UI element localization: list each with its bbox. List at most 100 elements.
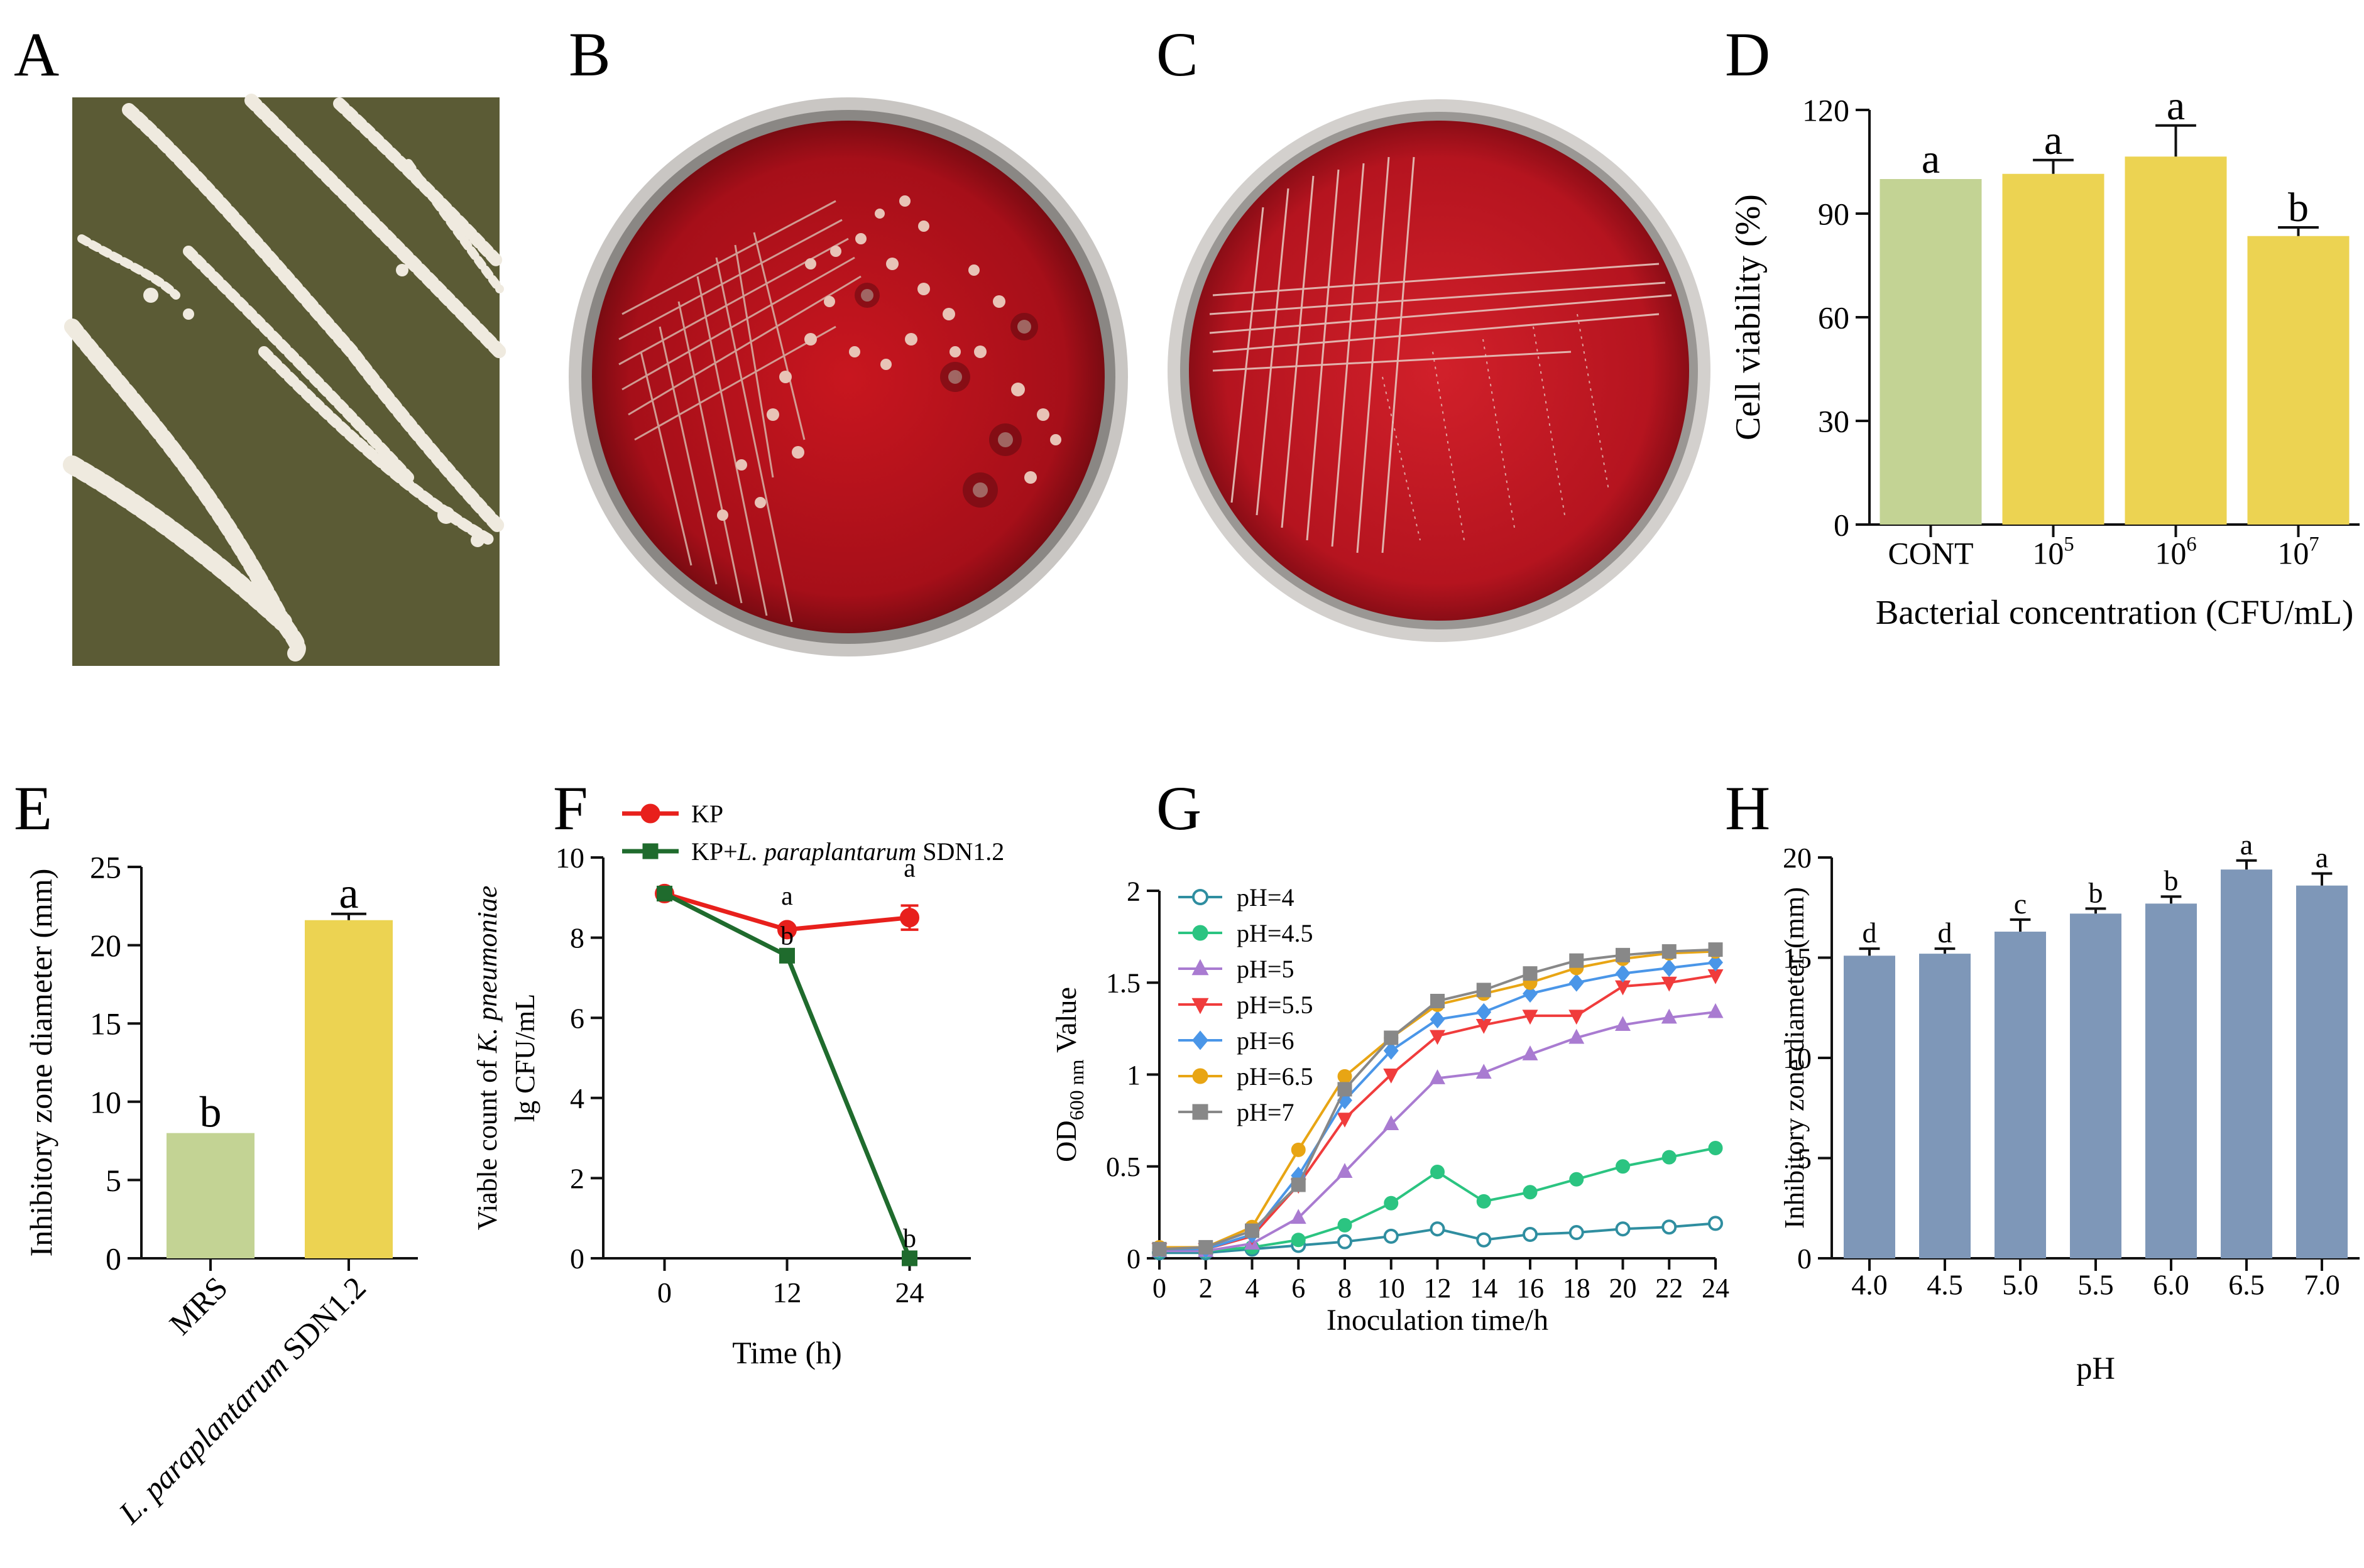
significance-letter: a xyxy=(2316,842,2328,874)
data-point xyxy=(1522,1045,1538,1060)
data-point xyxy=(1384,1030,1399,1045)
x-category-base: 10 xyxy=(2032,536,2064,571)
x-category-base: 10 xyxy=(2277,536,2309,571)
y-tick-label: 10 xyxy=(90,1084,121,1119)
x-tick-label: 24 xyxy=(1702,1273,1729,1304)
y-axis-label-plain: Viable count of xyxy=(472,1053,503,1230)
x-category-label: L. paraplantarum SDN1.2 xyxy=(111,1270,373,1531)
panel-letter-d: D xyxy=(1725,19,1770,89)
y-tick-label: 120 xyxy=(1802,93,1849,128)
data-point xyxy=(1615,1016,1631,1032)
data-point xyxy=(1523,1185,1538,1200)
x-axis-label: Bacterial concentration (CFU/mL) xyxy=(1876,593,2354,631)
data-point xyxy=(1430,1010,1445,1029)
x-tick-label: 14 xyxy=(1470,1273,1497,1304)
significance-letter: a xyxy=(339,869,358,918)
y-tick-label: 1.5 xyxy=(1106,968,1141,999)
data-point xyxy=(1707,1003,1724,1018)
y-tick-label: 15 xyxy=(90,1006,121,1042)
data-point xyxy=(1290,1209,1306,1224)
panel-letter-b: B xyxy=(569,19,611,89)
data-point xyxy=(1476,1232,1492,1248)
x-category-label: 4.5 xyxy=(1927,1269,1963,1301)
data-point xyxy=(1522,1010,1538,1025)
x-category-base: 6.5 xyxy=(2228,1269,2265,1301)
x-category-italic: L. paraplantarum xyxy=(111,1348,295,1531)
y-tick-label: 0.5 xyxy=(1106,1152,1141,1182)
y-tick-label: 0 xyxy=(1127,1243,1141,1274)
bar-3 xyxy=(2070,913,2121,1258)
x-category-exponent: 6 xyxy=(2186,533,2196,556)
y-tick-label: 1 xyxy=(1127,1060,1141,1091)
data-point xyxy=(1430,994,1445,1008)
x-category-plain: SDN1.2 xyxy=(270,1270,372,1372)
legend-marker xyxy=(640,803,660,824)
bar-1 xyxy=(2002,173,2104,525)
data-point xyxy=(1615,964,1631,983)
significance-letter: b xyxy=(903,1224,916,1253)
data-point xyxy=(1616,1159,1630,1174)
x-tick-label: 20 xyxy=(1609,1273,1637,1304)
y-tick-label: 0 xyxy=(1797,1243,1812,1275)
data-point xyxy=(1523,1226,1538,1242)
x-category-label: 6.5 xyxy=(2228,1269,2265,1301)
x-axis-label: Time (h) xyxy=(732,1335,842,1370)
panel-letter-c: C xyxy=(1156,19,1198,89)
legend-name: KP xyxy=(691,800,723,828)
y-tick-label: 5 xyxy=(1797,1143,1812,1175)
legend-label: pH=6 xyxy=(1237,1026,1294,1055)
panel-letter-h: H xyxy=(1725,773,1770,843)
y-axis-label-suffix: Value xyxy=(1050,987,1082,1059)
x-tick-label: 6 xyxy=(1291,1273,1305,1304)
x-category-exponent: 5 xyxy=(2064,533,2074,556)
photo-b-blood-agar-colonies xyxy=(569,97,1128,656)
data-point xyxy=(1569,953,1584,968)
data-point xyxy=(1616,947,1630,962)
data-point xyxy=(777,920,797,940)
significance-letter: a xyxy=(2044,117,2062,163)
y-tick-label: 10 xyxy=(1783,1042,1812,1074)
y-axis-label: Inhibitory zone diameter (mm) xyxy=(23,869,58,1257)
data-point xyxy=(902,1250,917,1266)
x-category-label: 6.0 xyxy=(2153,1269,2189,1301)
y-tick-label: 0 xyxy=(106,1241,121,1277)
data-point xyxy=(1568,1010,1585,1025)
data-point xyxy=(779,947,795,964)
x-category-base: 7.0 xyxy=(2304,1269,2340,1301)
data-point xyxy=(1568,1028,1585,1044)
x-category-base: 6.0 xyxy=(2153,1269,2189,1301)
x-category-base: 4.0 xyxy=(1851,1269,1888,1301)
x-category-plain: MRS xyxy=(162,1270,234,1341)
legend-label: pH=6.5 xyxy=(1237,1062,1313,1091)
x-category-base: 4.5 xyxy=(1927,1269,1963,1301)
x-tick-label: 2 xyxy=(1199,1273,1213,1304)
y-axis-label-line1: Viable count of K. pneumoniae xyxy=(472,886,503,1230)
photo-c-blood-agar-streaks xyxy=(1168,99,1710,642)
legend-marker xyxy=(1192,1068,1208,1084)
x-tick-label: 22 xyxy=(1655,1273,1683,1304)
legend-name-suffix: SDN1.2 xyxy=(916,837,1004,866)
legend-marker xyxy=(1191,959,1209,976)
x-category-label: CONT xyxy=(1888,536,1973,571)
x-tick-label: 12 xyxy=(1424,1273,1452,1304)
data-point xyxy=(1568,1225,1584,1241)
y-tick-label: 90 xyxy=(1818,197,1849,232)
panel-letter-f: F xyxy=(553,773,588,843)
data-point xyxy=(1568,973,1584,992)
legend-marker xyxy=(1191,998,1209,1015)
bar-2 xyxy=(1995,932,2046,1258)
data-point xyxy=(1708,953,1723,972)
significance-letter: a xyxy=(904,854,916,883)
data-point xyxy=(1384,1195,1399,1211)
y-tick-label: 2 xyxy=(1127,876,1141,906)
x-category-label: 105 xyxy=(2032,533,2074,571)
y-tick-label: 5 xyxy=(106,1163,121,1198)
legend-marker xyxy=(642,843,659,859)
series-0: a a KP xyxy=(622,800,919,940)
bar-0 xyxy=(1880,179,1982,525)
legend-label: pH=5.5 xyxy=(1237,991,1313,1019)
data-point xyxy=(1661,1008,1677,1024)
data-point xyxy=(1708,1216,1723,1231)
